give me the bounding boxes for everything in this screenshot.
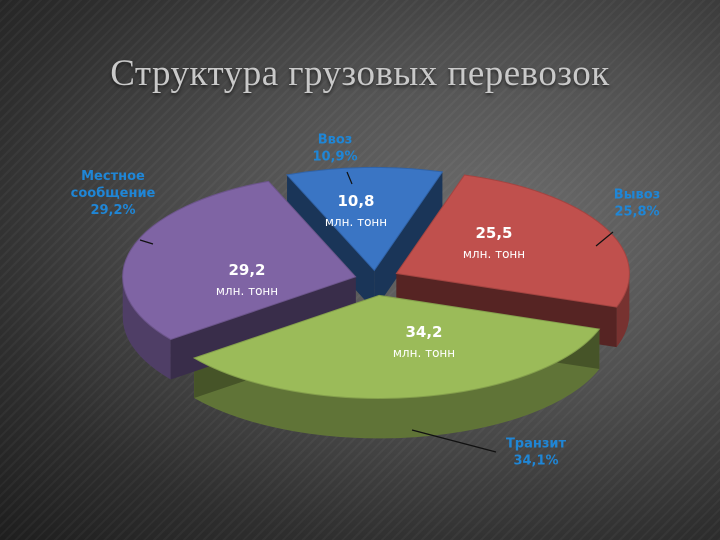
value-label-vvoz: 10,8 — [337, 192, 374, 210]
callout-vvoz-line-0: Ввоз — [318, 133, 353, 148]
callout-vvoz-line-1: 10,9% — [312, 150, 357, 165]
value-label-mestnoe: 29,2 — [228, 261, 265, 279]
slice-mestnoe — [122, 180, 357, 340]
unit-label-tranzit: млн. тонн — [393, 346, 455, 360]
slide-title: Структура грузовых перевозок — [110, 53, 610, 94]
slice-cut-vvoz-1 — [374, 171, 443, 311]
callout-tranzit-line-0: Транзит — [506, 437, 567, 452]
unit-label-vyvoz: млн. тонн — [463, 247, 525, 261]
callout-vyvoz-line-1: 25,8% — [614, 205, 659, 220]
leader-line-tranzit — [411, 429, 497, 453]
callout-tranzit-line-1: 34,1% — [513, 454, 558, 469]
callout-vyvoz-line-0: Вывоз — [614, 188, 660, 203]
unit-label-mestnoe: млн. тонн — [216, 284, 278, 298]
leader-line-mestnoe — [139, 239, 154, 245]
slice-side-tranzit — [194, 329, 600, 439]
slice-vyvoz — [395, 174, 630, 308]
callout-mestnoe-line-2: 29,2% — [90, 203, 135, 218]
leader-line-vyvoz — [595, 231, 614, 247]
slice-vvoz — [286, 166, 444, 272]
leader-line-vvoz — [346, 171, 353, 185]
callout-mestnoe-line-1: сообщение — [71, 186, 156, 201]
callout-mestnoe-line-0: Местное — [81, 169, 145, 184]
unit-label-vvoz: млн. тонн — [325, 215, 387, 229]
value-label-vyvoz: 25,5 — [475, 224, 512, 242]
value-label-tranzit: 34,2 — [405, 323, 442, 341]
slice-side-mestnoe — [122, 276, 171, 380]
slice-tranzit — [192, 294, 601, 399]
